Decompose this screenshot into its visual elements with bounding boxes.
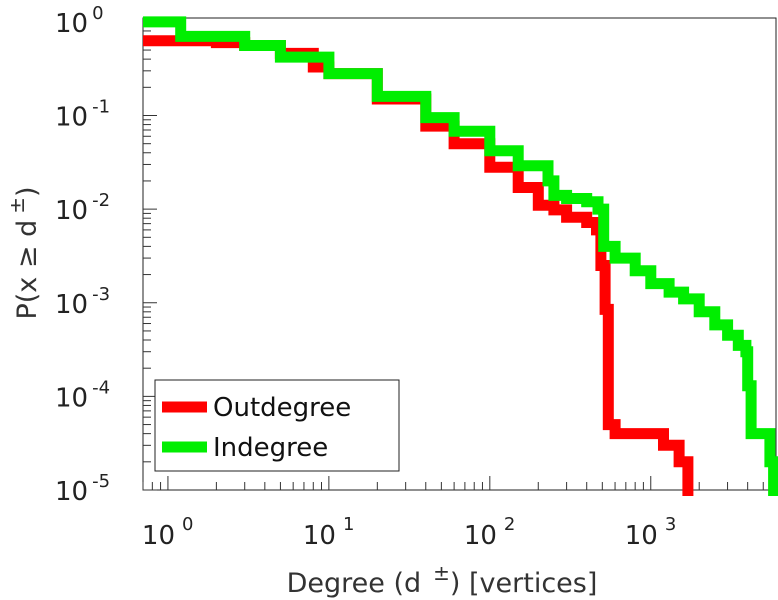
series-line-indegree xyxy=(143,16,778,496)
x-axis-title: Degree (d ±) [vertices] xyxy=(287,561,598,599)
y-tick-label: 10 -1 xyxy=(55,97,110,133)
y-tick-label: 10 -5 xyxy=(55,471,110,507)
plot-frame xyxy=(142,17,777,491)
legend-label-indegree: Indegree xyxy=(213,433,328,463)
x-tick-label: 10 1 xyxy=(303,514,355,551)
legend: Outdegree Indegree xyxy=(154,379,400,472)
x-tick-label: 10 0 xyxy=(142,514,194,551)
y-tick-label: 10 0 xyxy=(55,3,104,39)
y-tick-label: 10 -2 xyxy=(55,190,110,226)
y-tick-label: 10 -3 xyxy=(55,284,110,320)
legend-box xyxy=(154,379,400,472)
x-tick-label: 10 3 xyxy=(625,514,677,551)
x-tick-label: 10 2 xyxy=(464,514,516,551)
y-axis-title: P(x ≥ d±) xyxy=(5,186,43,319)
y-tick-label: 10 -4 xyxy=(55,377,110,413)
legend-label-outdegree: Outdegree xyxy=(213,393,351,423)
